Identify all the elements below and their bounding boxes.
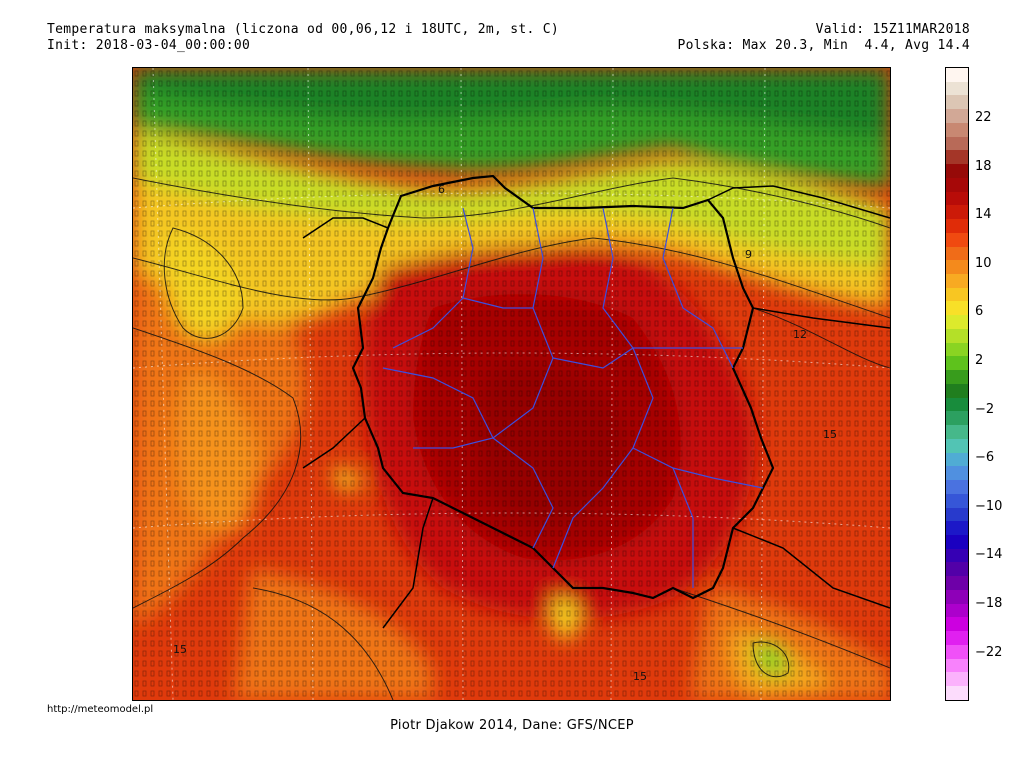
color-band xyxy=(946,452,968,467)
color-band xyxy=(946,315,968,329)
color-band xyxy=(946,480,968,494)
color-band xyxy=(946,68,968,82)
color-band xyxy=(946,274,968,288)
temperature-map: 6 9 12 15 15 15 xyxy=(132,67,891,701)
color-band xyxy=(946,411,968,426)
color-scale-tick: −2 xyxy=(975,401,995,417)
valid-time: Valid: 15Z11MAR2018 xyxy=(815,22,970,37)
color-scale-labels: 22 18 14 10 6 2 −2 −6 −10 −14 −18 −22 xyxy=(975,67,1020,701)
color-scale-tick: 2 xyxy=(975,353,984,368)
init-time: Init: 2018-03-04_00:00:00 xyxy=(47,38,251,53)
contour-label: 6 xyxy=(438,183,445,196)
color-band xyxy=(946,370,968,384)
color-band xyxy=(946,150,968,165)
color-band xyxy=(946,383,968,398)
color-band xyxy=(946,603,968,618)
website-link[interactable]: http://meteomodel.pl xyxy=(47,704,154,715)
color-band xyxy=(946,672,968,687)
color-band xyxy=(946,260,968,275)
color-band xyxy=(946,507,968,522)
color-band xyxy=(946,534,968,549)
color-band xyxy=(946,686,968,700)
color-band xyxy=(946,191,968,206)
color-band xyxy=(946,287,968,302)
color-band xyxy=(946,109,968,123)
color-scale-tick: 14 xyxy=(975,207,992,223)
contour-label: 15 xyxy=(173,643,187,656)
color-scale-tick: 10 xyxy=(975,255,992,271)
color-scale-tick: −22 xyxy=(975,644,1003,660)
contour-label: 15 xyxy=(823,428,837,441)
color-band xyxy=(946,164,968,178)
contour-label: 12 xyxy=(793,328,807,341)
color-scale-tick: −6 xyxy=(975,450,995,466)
color-band xyxy=(946,356,968,371)
color-band xyxy=(946,658,968,673)
color-band xyxy=(946,644,968,659)
color-band xyxy=(946,136,968,151)
color-scale-tick: 6 xyxy=(975,304,984,320)
color-band xyxy=(946,81,968,96)
contour-label: 15 xyxy=(633,670,647,683)
color-band xyxy=(946,576,968,590)
color-band xyxy=(946,521,968,535)
credits: Piotr Djakow 2014, Dane: GFS/NCEP xyxy=(390,718,634,733)
color-band xyxy=(946,328,968,343)
color-band xyxy=(946,466,968,481)
color-scale-bar xyxy=(945,67,969,701)
color-band xyxy=(946,301,968,316)
map-title: Temperatura maksymalna (liczona od 00,06… xyxy=(47,22,559,37)
color-band xyxy=(946,438,968,453)
color-band xyxy=(946,246,968,261)
color-band xyxy=(946,493,968,508)
color-scale-tick: 22 xyxy=(975,110,992,125)
color-band xyxy=(946,219,968,233)
color-scale-tick: −10 xyxy=(975,498,1003,514)
color-band xyxy=(946,95,968,110)
color-scale-tick: 18 xyxy=(975,158,992,174)
contour-label: 9 xyxy=(745,248,752,261)
color-band xyxy=(946,548,968,563)
color-band xyxy=(946,342,968,357)
poland-stats: Polska: Max 20.3, Min 4.4, Avg 14.4 xyxy=(677,38,970,53)
color-band xyxy=(946,617,968,632)
color-band xyxy=(946,205,968,220)
color-band xyxy=(946,122,968,137)
color-scale-tick: −14 xyxy=(975,547,1003,563)
color-scale-tick: −18 xyxy=(975,596,1003,611)
color-band xyxy=(946,562,968,577)
color-band xyxy=(946,631,968,645)
color-band xyxy=(946,232,968,247)
color-band xyxy=(946,397,968,412)
color-band xyxy=(946,177,968,192)
color-band xyxy=(946,589,968,604)
color-band xyxy=(946,425,968,439)
